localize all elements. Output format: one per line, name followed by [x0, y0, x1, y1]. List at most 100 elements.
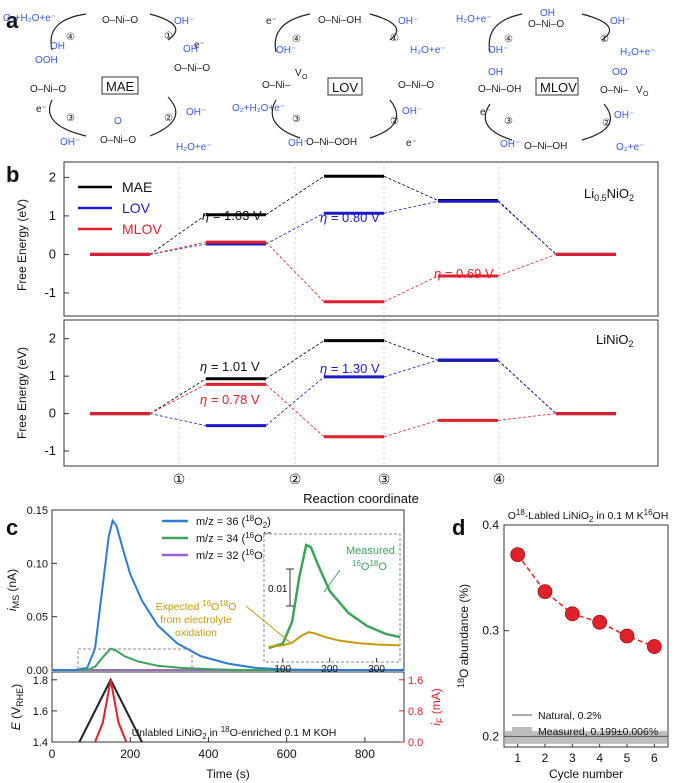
- c-xtick-label: 800: [355, 747, 375, 761]
- d-series-line: [517, 554, 655, 648]
- b-top-eta-mlov: η = 0.69 V: [434, 266, 494, 281]
- c-ylabel: iMS (nA): [5, 569, 21, 611]
- c-lower-frame: [51, 671, 405, 743]
- mlov-step-1: ①: [600, 34, 609, 45]
- b-xlabel: Reaction coordinate: [303, 491, 419, 506]
- panel-a-schemes: O–Ni–O O–Ni–O OH O–Ni–O O O–Ni–O OOH MAE…: [3, 8, 656, 153]
- mlov-vacancy-sub: O: [643, 91, 649, 98]
- mlov-label-box: [535, 77, 579, 96]
- c-series-line-2: [52, 647, 404, 671]
- b-top-mlov-connector: [265, 241, 325, 303]
- mae-arrow-2-out: H₂O+e⁻: [176, 142, 212, 153]
- b-bottom-lov-connector: [497, 359, 557, 414]
- b-bottom-material: LiNiO2: [596, 332, 634, 349]
- c-xtick-label: 0: [49, 747, 56, 761]
- b-bottom-mae-connector: [265, 340, 325, 380]
- b-top-lov-connector: [265, 212, 325, 245]
- legend-mlov: MLOV: [122, 221, 162, 237]
- mae-top-species: O–Ni–O: [102, 15, 138, 26]
- c-lower-ytick-right-label: 1.6: [408, 675, 423, 687]
- c-expected-line1: Expected 16O18O: [156, 599, 237, 613]
- mlov-right-ligand: OO: [612, 67, 628, 78]
- mlov-step-3: ③: [504, 116, 513, 127]
- mlov-left-ligand: OH: [488, 67, 503, 78]
- mlov-arrow-2-in: OH⁻: [614, 110, 634, 121]
- c-inset-xtick-label: 200: [321, 664, 338, 675]
- mlov-bottom-species: O–Ni–OH: [524, 141, 567, 152]
- mae-cycle: O–Ni–O O–Ni–O OH O–Ni–O O O–Ni–O OOH MAE…: [3, 13, 212, 153]
- panel-c-label: c: [6, 515, 18, 540]
- mlov-top-ligand: OH: [540, 8, 555, 19]
- lov-step-4: ④: [292, 34, 301, 45]
- lov-bottom-species: O–Ni–OOH: [306, 137, 357, 148]
- b-top-ytick-label: 0: [49, 246, 56, 261]
- b-top-marks: [90, 174, 616, 304]
- panel-b-label: b: [6, 162, 19, 187]
- lov-arrow-1-out: H₂O+e⁻: [410, 45, 446, 56]
- b-top-mlov-connector: [383, 275, 439, 303]
- b-bottom-mlov-connector: [383, 419, 439, 438]
- c-xtick-label: 600: [277, 747, 297, 761]
- lov-arrow-2-in: OH⁻: [402, 106, 422, 117]
- lov-arrow-3: [271, 99, 301, 139]
- c-inset-expected-line: [268, 631, 401, 648]
- b-bottom-eta-lov: η = 1.30 V: [320, 361, 380, 376]
- mae-step-4: ④: [66, 32, 75, 43]
- b-xtick-2: ②: [289, 471, 302, 487]
- c-lower-ytick-left-label: 1.6: [33, 706, 48, 718]
- mae-arrow-2-in: OH⁻: [186, 107, 206, 118]
- mlov-arrow-3: [484, 103, 513, 141]
- d-ylabel: 18O abundance (%): [456, 584, 471, 688]
- d-xlabel: Cycle number: [549, 767, 623, 781]
- c-expected-pointer: [245, 605, 293, 645]
- c-inset-measured-pointer: [323, 569, 341, 593]
- b-top-material: Li0.5NiO2: [584, 186, 634, 203]
- mlov-left-species: O–Ni–OH: [478, 84, 521, 95]
- mlov-arrow-1: [581, 13, 611, 41]
- b-bottom-mae-connector: [149, 378, 207, 414]
- c-xtick-label: 200: [120, 747, 140, 761]
- b-bottom-mlov-connector: [265, 384, 325, 438]
- d-frame: [503, 524, 669, 748]
- lov-label-box: [327, 77, 363, 96]
- d-data-point: [646, 639, 662, 654]
- d-ytick-label: 0.4: [482, 518, 499, 532]
- mlov-step-2: ②: [602, 118, 611, 129]
- lov-right-species: O–Ni–O: [398, 80, 434, 91]
- mae-arrow-1-in: OH⁻: [174, 16, 194, 27]
- b-bottom-mlov-connector: [149, 384, 207, 414]
- d-data-point: [619, 628, 635, 644]
- c-inset-frame: [263, 533, 401, 663]
- d-data-point: [510, 547, 526, 562]
- b-top-eta-mae: η = 1.03 V: [202, 208, 262, 223]
- b-bottom-eta-mlov: η = 0.78 V: [200, 392, 260, 407]
- c-current-line: [94, 679, 128, 743]
- lov-top-species: O–Ni–OH: [318, 15, 361, 26]
- lov-arrow-4-in: OH⁻: [276, 45, 296, 56]
- b-bottom-lov-connector: [149, 413, 207, 426]
- mae-step-1: ①: [164, 31, 173, 42]
- b-bottom-eta-mae: η = 1.01 V: [200, 359, 260, 374]
- mae-bottom-ligand: O: [114, 116, 122, 127]
- d-ytick-label: 0.3: [482, 624, 499, 638]
- d-xtick-label: 1: [514, 751, 521, 765]
- lov-label: LOV: [332, 80, 358, 95]
- d-xtick-label: 3: [569, 751, 576, 765]
- b-top-yticks: -1 0 1 2: [44, 169, 69, 300]
- b-bottom-ytick-label: 1: [49, 368, 56, 383]
- lov-cycle: O–Ni–OH O–Ni–O O–Ni–OOH O–Ni– V O LOV OH…: [232, 13, 446, 149]
- c-inset-scale-label: 0.01: [268, 584, 288, 595]
- lov-vacancy-sub: O: [302, 74, 308, 81]
- mlov-top-species: O–Ni–O: [528, 19, 564, 30]
- mae-arrow-3: [48, 99, 87, 137]
- b-xtick-1: ①: [173, 471, 186, 487]
- d-xtick-label: 6: [651, 751, 658, 765]
- mlov-arrow-1-in: OH⁻: [610, 16, 630, 27]
- lov-arrow-1-in: OH⁻: [398, 16, 418, 27]
- b-bottom-ytick-label: 2: [49, 331, 56, 346]
- c-legend-32: m/z = 32 (16O2): [196, 548, 271, 564]
- c-inset-measured-line: [268, 543, 401, 650]
- c-series-line-1: [52, 518, 404, 671]
- mlov-arrow-1-out: H₂O+e⁻: [620, 47, 656, 58]
- lov-arrow-3-in: OH⁻: [288, 138, 308, 149]
